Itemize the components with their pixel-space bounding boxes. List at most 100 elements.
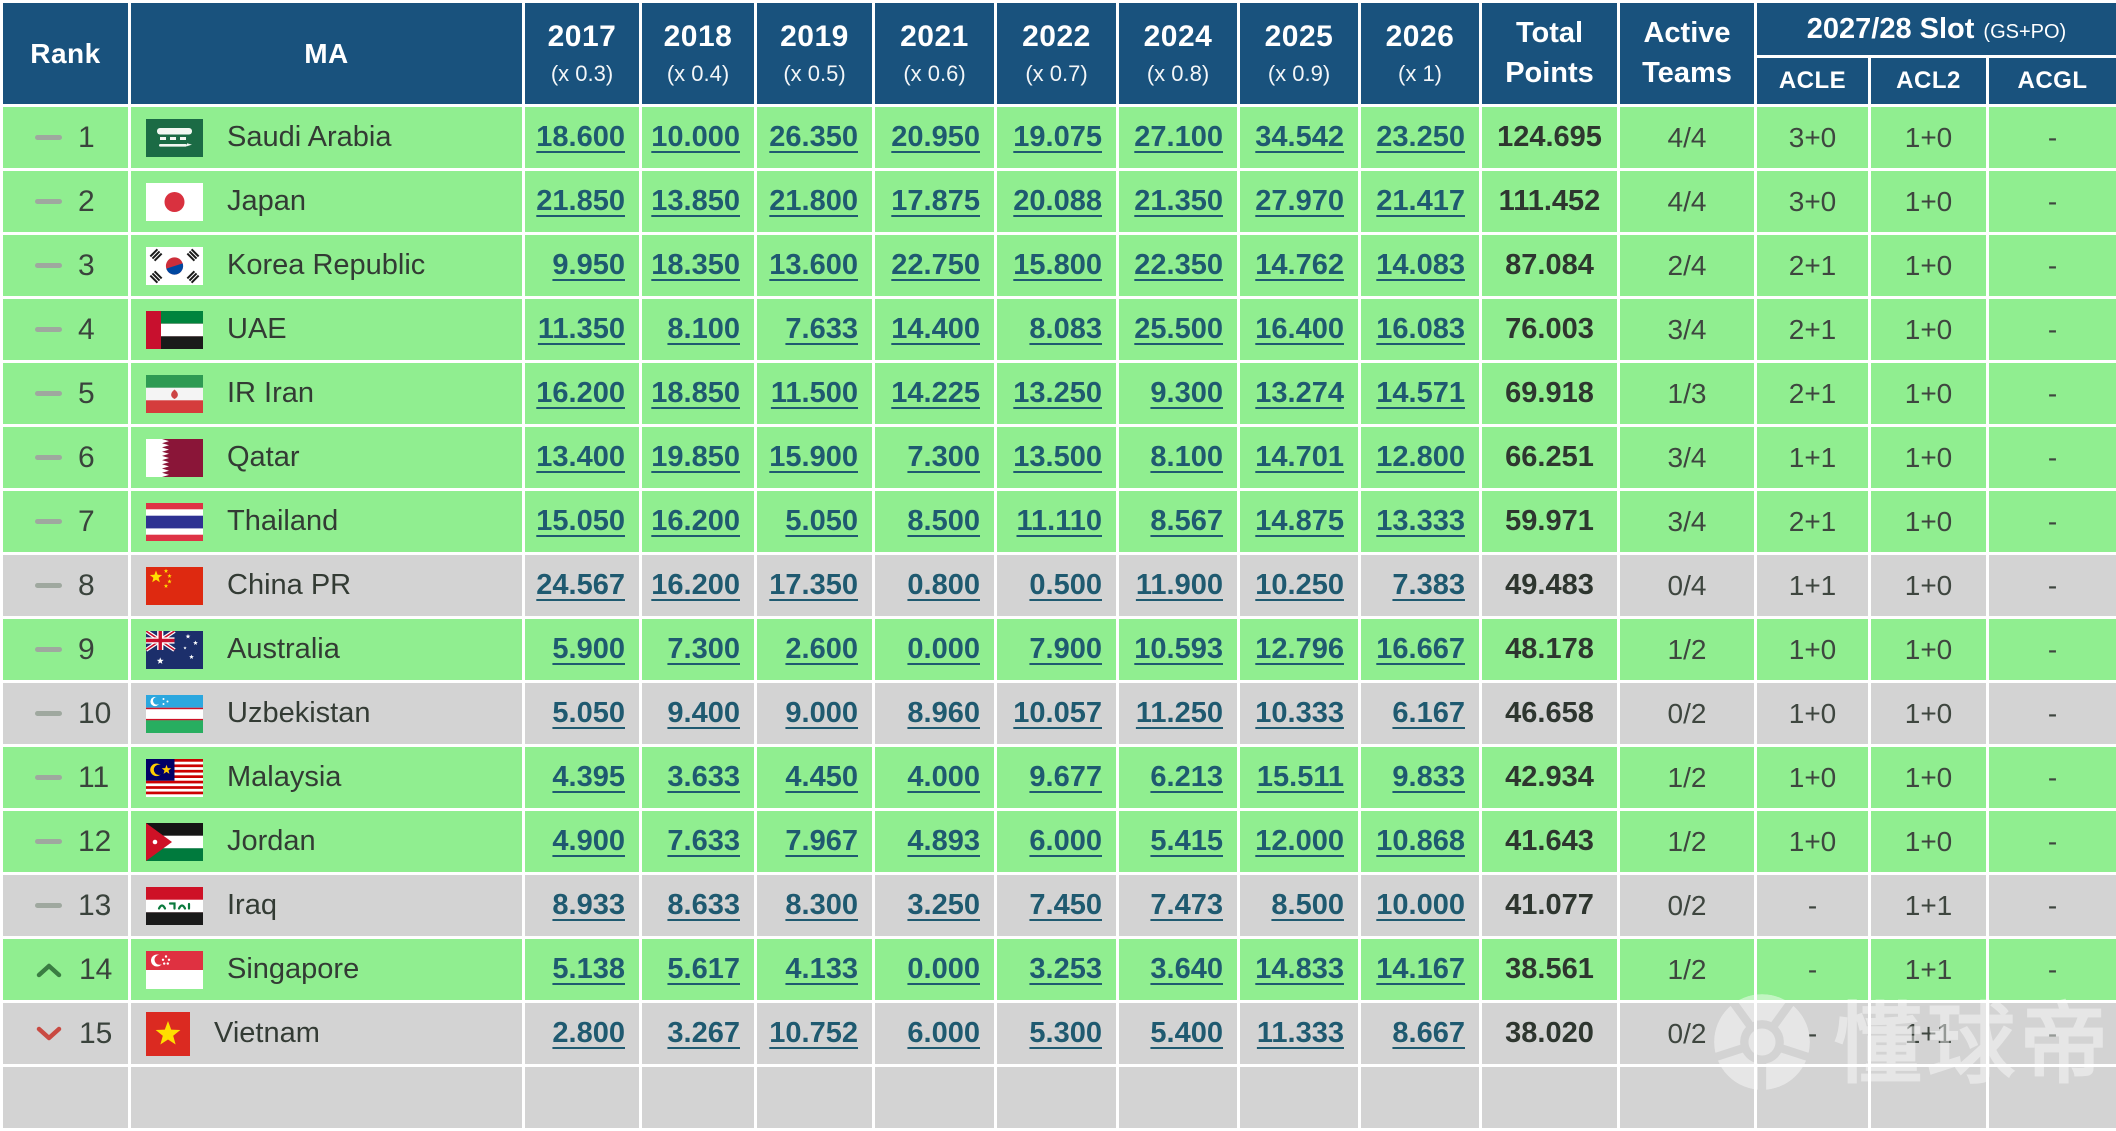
- score-link[interactable]: 10.000: [1376, 889, 1465, 921]
- score-link[interactable]: 19.075: [1013, 121, 1102, 153]
- score-link[interactable]: 5.400: [1150, 1017, 1223, 1049]
- score-link[interactable]: 17.350: [769, 569, 858, 601]
- score-link[interactable]: 8.633: [667, 889, 740, 921]
- score-link[interactable]: 16.200: [651, 569, 740, 601]
- score-link[interactable]: 16.083: [1376, 313, 1465, 345]
- score-link[interactable]: 4.893: [907, 825, 980, 857]
- score-link[interactable]: 8.933: [552, 889, 625, 921]
- score-link[interactable]: 11.500: [771, 377, 858, 409]
- score-link[interactable]: 9.677: [1029, 761, 1102, 793]
- score-link[interactable]: 8.300: [785, 889, 858, 921]
- score-link[interactable]: 0.000: [907, 953, 980, 985]
- score-link[interactable]: 11.333: [1257, 1017, 1344, 1049]
- score-link[interactable]: 5.050: [552, 697, 625, 729]
- score-link[interactable]: 20.950: [891, 121, 980, 153]
- score-link[interactable]: 18.600: [536, 121, 625, 153]
- score-link[interactable]: 10.333: [1255, 697, 1344, 729]
- score-link[interactable]: 16.200: [536, 377, 625, 409]
- score-link[interactable]: 2.600: [785, 633, 858, 665]
- score-link[interactable]: 8.667: [1392, 1017, 1465, 1049]
- score-link[interactable]: 5.050: [785, 505, 858, 537]
- score-link[interactable]: 10.593: [1134, 633, 1223, 665]
- score-link[interactable]: 11.350: [538, 313, 625, 345]
- score-link[interactable]: 4.900: [552, 825, 625, 857]
- score-link[interactable]: 10.868: [1376, 825, 1465, 857]
- score-link[interactable]: 18.350: [651, 249, 740, 281]
- score-link[interactable]: 27.100: [1134, 121, 1223, 153]
- score-link[interactable]: 6.167: [1392, 697, 1465, 729]
- score-link[interactable]: 21.350: [1134, 185, 1223, 217]
- score-link[interactable]: 21.417: [1376, 185, 1465, 217]
- score-link[interactable]: 7.300: [667, 633, 740, 665]
- score-link[interactable]: 23.250: [1376, 121, 1465, 153]
- score-link[interactable]: 0.800: [907, 569, 980, 601]
- score-link[interactable]: 8.100: [667, 313, 740, 345]
- score-link[interactable]: 5.138: [552, 953, 625, 985]
- score-link[interactable]: 6.000: [907, 1017, 980, 1049]
- score-link[interactable]: 13.500: [1013, 441, 1102, 473]
- score-link[interactable]: 13.250: [1013, 377, 1102, 409]
- score-link[interactable]: 16.400: [1255, 313, 1344, 345]
- score-link[interactable]: 0.500: [1029, 569, 1102, 601]
- score-link[interactable]: 4.450: [785, 761, 858, 793]
- score-link[interactable]: 3.640: [1150, 953, 1223, 985]
- score-link[interactable]: 22.350: [1134, 249, 1223, 281]
- score-link[interactable]: 11.110: [1017, 505, 1103, 537]
- score-link[interactable]: 2.800: [552, 1017, 625, 1049]
- score-link[interactable]: 4.000: [907, 761, 980, 793]
- score-link[interactable]: 7.300: [907, 441, 980, 473]
- score-link[interactable]: 3.267: [667, 1017, 740, 1049]
- score-link[interactable]: 16.200: [651, 505, 740, 537]
- score-link[interactable]: 9.000: [785, 697, 858, 729]
- score-link[interactable]: 9.833: [1392, 761, 1465, 793]
- score-link[interactable]: 12.800: [1376, 441, 1465, 473]
- score-link[interactable]: 12.000: [1255, 825, 1344, 857]
- score-link[interactable]: 25.500: [1134, 313, 1223, 345]
- score-link[interactable]: 6.000: [1029, 825, 1102, 857]
- score-link[interactable]: 7.473: [1150, 889, 1223, 921]
- score-link[interactable]: 15.800: [1013, 249, 1102, 281]
- score-link[interactable]: 15.900: [769, 441, 858, 473]
- score-link[interactable]: 5.900: [552, 633, 625, 665]
- score-link[interactable]: 5.300: [1029, 1017, 1102, 1049]
- score-link[interactable]: 6.213: [1150, 761, 1223, 793]
- score-link[interactable]: 8.567: [1150, 505, 1223, 537]
- score-link[interactable]: 7.450: [1029, 889, 1102, 921]
- score-link[interactable]: 26.350: [769, 121, 858, 153]
- score-link[interactable]: 12.796: [1255, 633, 1344, 665]
- score-link[interactable]: 10.057: [1013, 697, 1102, 729]
- score-link[interactable]: 19.850: [651, 441, 740, 473]
- score-link[interactable]: 8.960: [907, 697, 980, 729]
- score-link[interactable]: 14.833: [1255, 953, 1344, 985]
- score-link[interactable]: 22.750: [891, 249, 980, 281]
- score-link[interactable]: 14.701: [1255, 441, 1344, 473]
- score-link[interactable]: 13.600: [769, 249, 858, 281]
- score-link[interactable]: 7.900: [1029, 633, 1102, 665]
- score-link[interactable]: 14.400: [891, 313, 980, 345]
- score-link[interactable]: 15.050: [536, 505, 625, 537]
- score-link[interactable]: 7.633: [785, 313, 858, 345]
- score-link[interactable]: 11.250: [1136, 697, 1223, 729]
- score-link[interactable]: 8.500: [1271, 889, 1344, 921]
- score-link[interactable]: 9.400: [667, 697, 740, 729]
- score-link[interactable]: 4.395: [552, 761, 625, 793]
- score-link[interactable]: 27.970: [1255, 185, 1344, 217]
- score-link[interactable]: 14.083: [1376, 249, 1465, 281]
- score-link[interactable]: 8.083: [1029, 313, 1102, 345]
- score-link[interactable]: 9.950: [552, 249, 625, 281]
- score-link[interactable]: 14.571: [1376, 377, 1465, 409]
- score-link[interactable]: 34.542: [1255, 121, 1344, 153]
- score-link[interactable]: 5.415: [1150, 825, 1223, 857]
- score-link[interactable]: 18.850: [651, 377, 740, 409]
- score-link[interactable]: 20.088: [1013, 185, 1102, 217]
- score-link[interactable]: 4.133: [785, 953, 858, 985]
- score-link[interactable]: 9.300: [1150, 377, 1223, 409]
- score-link[interactable]: 14.875: [1255, 505, 1344, 537]
- score-link[interactable]: 10.000: [651, 121, 740, 153]
- score-link[interactable]: 14.225: [891, 377, 980, 409]
- score-link[interactable]: 17.875: [891, 185, 980, 217]
- score-link[interactable]: 7.383: [1392, 569, 1465, 601]
- score-link[interactable]: 13.333: [1376, 505, 1465, 537]
- score-link[interactable]: 16.667: [1376, 633, 1465, 665]
- score-link[interactable]: 14.762: [1255, 249, 1344, 281]
